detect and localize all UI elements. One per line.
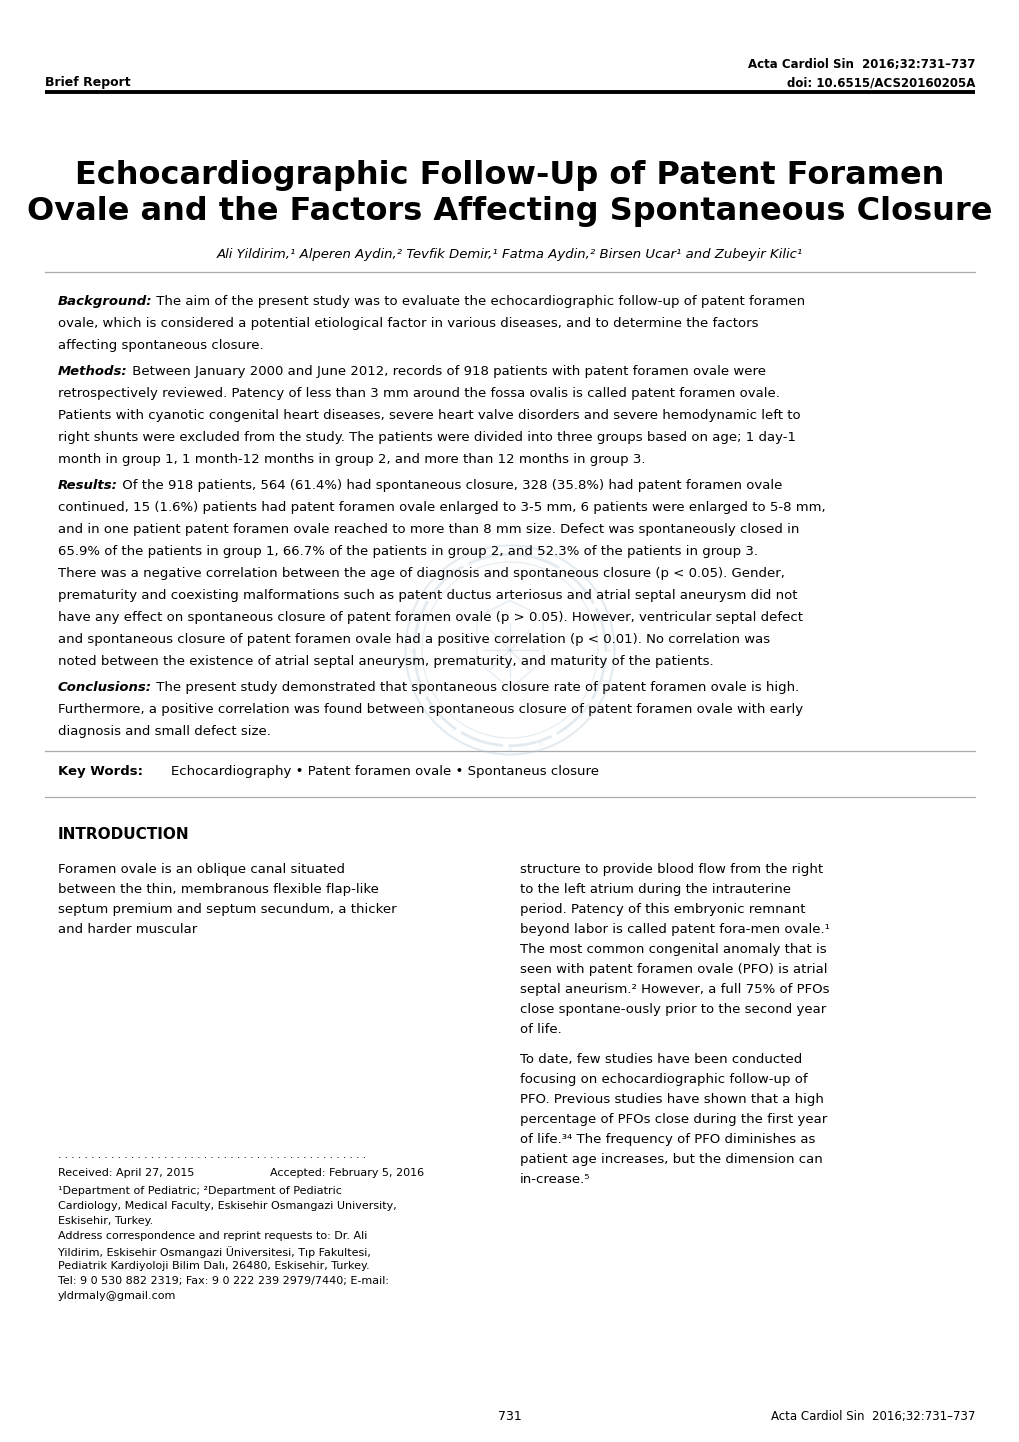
Text: PFO. Previous studies have shown that a high: PFO. Previous studies have shown that a … <box>520 1093 823 1106</box>
Text: S: S <box>598 617 604 623</box>
Text: Acta Cardiol Sin  2016;32:731–737: Acta Cardiol Sin 2016;32:731–737 <box>747 58 974 71</box>
Text: The most common congenital anomaly that is: The most common congenital anomaly that … <box>520 943 825 956</box>
Text: structure to provide blood flow from the right: structure to provide blood flow from the… <box>520 862 822 875</box>
Text: retrospectively reviewed. Patency of less than 3 mm around the fossa ovalis is c: retrospectively reviewed. Patency of les… <box>58 386 780 399</box>
Text: Y: Y <box>537 555 541 561</box>
Text: prematurity and coexisting malformations such as patent ductus arteriosus and at: prematurity and coexisting malformations… <box>58 588 797 601</box>
Text: septal aneurism.² However, a full 75% of PFOs: septal aneurism.² However, a full 75% of… <box>520 983 828 996</box>
Text: N: N <box>537 740 542 746</box>
Text: To date, few studies have been conducted: To date, few studies have been conducted <box>520 1053 802 1066</box>
Text: I: I <box>585 591 590 596</box>
Text: . . . . . . . . . . . . . . . . . . . . . . . . . . . . . . . . . . . . . . . . : . . . . . . . . . . . . . . . . . . . . … <box>58 1151 366 1159</box>
Text: patient age increases, but the dimension can: patient age increases, but the dimension… <box>520 1154 822 1167</box>
Text: and harder muscular: and harder muscular <box>58 923 197 936</box>
Text: Key Words:: Key Words: <box>58 766 143 779</box>
Text: between the thin, membranous flexible flap-like: between the thin, membranous flexible fl… <box>58 883 378 895</box>
Text: Furthermore, a positive correlation was found between spontaneous closure of pat: Furthermore, a positive correlation was … <box>58 704 802 717</box>
Text: Conclusions:: Conclusions: <box>58 681 152 694</box>
Text: Ali Yildirim,¹ Alperen Aydin,² Tevfik Demir,¹ Fatma Aydin,² Birsen Ucar¹ and Zub: Ali Yildirim,¹ Alperen Aydin,² Tevfik De… <box>217 248 802 261</box>
Text: doi: 10.6515/ACS20160205A: doi: 10.6515/ACS20160205A <box>786 76 974 89</box>
Text: focusing on echocardiographic follow-up of: focusing on echocardiographic follow-up … <box>520 1073 807 1086</box>
Text: N: N <box>415 617 421 623</box>
Text: The present study demonstrated that spontaneous closure rate of patent foramen o: The present study demonstrated that spon… <box>152 681 799 694</box>
Text: Between January 2000 and June 2012, records of 918 patients with patent foramen : Between January 2000 and June 2012, reco… <box>127 365 765 378</box>
Text: U: U <box>507 744 512 750</box>
Text: noted between the existence of atrial septal aneurysm, prematurity, and maturity: noted between the existence of atrial se… <box>58 655 713 668</box>
Text: Patients with cyanotic congenital heart diseases, severe heart valve disorders a: Patients with cyanotic congenital heart … <box>58 410 800 423</box>
Text: right shunts were excluded from the study. The patients were divided into three : right shunts were excluded from the stud… <box>58 431 795 444</box>
Text: affecting spontaneous closure.: affecting spontaneous closure. <box>58 339 263 352</box>
Text: have any effect on spontaneous closure of patent foramen ovale (p > 0.05). Howev: have any effect on spontaneous closure o… <box>58 611 802 624</box>
Text: Address correspondence and reprint requests to: Dr. Ali: Address correspondence and reprint reque… <box>58 1231 367 1242</box>
Text: I: I <box>565 725 569 731</box>
Text: septum premium and septum secundum, a thicker: septum premium and septum secundum, a th… <box>58 903 396 916</box>
Text: E: E <box>598 678 604 682</box>
Text: Echocardiography • Patent foramen ovale • Spontaneus closure: Echocardiography • Patent foramen ovale … <box>171 766 598 779</box>
Text: A: A <box>415 678 421 682</box>
Text: Of the 918 patients, 564 (61.4%) had spontaneous closure, 328 (35.8%) had patent: Of the 918 patients, 564 (61.4%) had spo… <box>118 479 782 492</box>
Text: diagnosis and small defect size.: diagnosis and small defect size. <box>58 725 271 738</box>
Text: S: S <box>477 555 482 561</box>
Text: and in one patient patent foramen ovale reached to more than 8 mm size. Defect w: and in one patient patent foramen ovale … <box>58 523 799 536</box>
Text: and spontaneous closure of patent foramen ovale had a positive correlation (p < : and spontaneous closure of patent forame… <box>58 633 769 646</box>
Text: I: I <box>450 725 454 731</box>
Text: Accepted: February 5, 2016: Accepted: February 5, 2016 <box>270 1168 424 1178</box>
Text: ¹Department of Pediatric; ²Department of Pediatric: ¹Department of Pediatric; ²Department of… <box>58 1185 341 1195</box>
Text: O: O <box>507 551 512 555</box>
Text: period. Patency of this embryonic remnant: period. Patency of this embryonic remnan… <box>520 903 805 916</box>
Text: Methods:: Methods: <box>58 365 127 378</box>
Text: Ovale and the Factors Affecting Spontaneous Closure: Ovale and the Factors Affecting Spontane… <box>28 196 991 226</box>
Text: The aim of the present study was to evaluate the echocardiographic follow-up of : The aim of the present study was to eval… <box>153 296 805 309</box>
Text: V: V <box>585 704 591 709</box>
Text: beyond labor is called patent fora-men ovale.¹: beyond labor is called patent fora-men o… <box>520 923 829 936</box>
Text: Echocardiographic Follow-Up of Patent Foramen: Echocardiographic Follow-Up of Patent Fo… <box>75 160 944 190</box>
Text: R: R <box>603 649 608 652</box>
Text: Eskisehir, Turkey.: Eskisehir, Turkey. <box>58 1216 153 1226</box>
Text: yldrmaly@gmail.com: yldrmaly@gmail.com <box>58 1291 176 1301</box>
Text: percentage of PFOs close during the first year: percentage of PFOs close during the firs… <box>520 1113 826 1126</box>
Text: of life.³⁴ The frequency of PFO diminishes as: of life.³⁴ The frequency of PFO diminish… <box>520 1133 814 1146</box>
Text: Brief Report: Brief Report <box>45 76 130 89</box>
Text: close spontane-ously prior to the second year: close spontane-ously prior to the second… <box>520 1004 825 1017</box>
Text: to the left atrium during the intrauterine: to the left atrium during the intrauteri… <box>520 883 790 895</box>
Text: seen with patent foramen ovale (PFO) is atrial: seen with patent foramen ovale (PFO) is … <box>520 963 826 976</box>
Text: 65.9% of the patients in group 1, 66.7% of the patients in group 2, and 52.3% of: 65.9% of the patients in group 1, 66.7% … <box>58 545 757 558</box>
Text: T: T <box>564 568 569 574</box>
Text: Pediatrik Kardiyoloji Bilim Dalı, 26480, Eskisehir, Turkey.: Pediatrik Kardiyoloji Bilim Dalı, 26480,… <box>58 1260 369 1270</box>
Text: There was a negative correlation between the age of diagnosis and spontaneous cl: There was a negative correlation between… <box>58 567 784 580</box>
Text: Foramen ovale is an oblique canal situated: Foramen ovale is an oblique canal situat… <box>58 862 344 875</box>
Text: Background:: Background: <box>58 296 153 309</box>
Text: continued, 15 (1.6%) patients had patent foramen ovale enlarged to 3-5 mm, 6 pat: continued, 15 (1.6%) patients had patent… <box>58 500 824 513</box>
Text: G: G <box>411 647 416 652</box>
Text: in-crease.⁵: in-crease.⁵ <box>520 1172 590 1185</box>
Text: INTRODUCTION: INTRODUCTION <box>58 828 190 842</box>
Text: Received: April 27, 2015: Received: April 27, 2015 <box>58 1168 195 1178</box>
Text: Yildirim, Eskisehir Osmangazi Üniversitesi, Tıp Fakultesi,: Yildirim, Eskisehir Osmangazi Üniversite… <box>58 1246 371 1257</box>
Text: ovale, which is considered a potential etiological factor in various diseases, a: ovale, which is considered a potential e… <box>58 317 758 330</box>
Text: 731: 731 <box>497 1410 522 1423</box>
Text: Cardiology, Medical Faculty, Eskisehir Osmangazi University,: Cardiology, Medical Faculty, Eskisehir O… <box>58 1201 396 1211</box>
Text: Results:: Results: <box>58 479 118 492</box>
Text: Acta Cardiol Sin  2016;32:731–737: Acta Cardiol Sin 2016;32:731–737 <box>770 1410 974 1423</box>
Text: Z: Z <box>428 704 434 709</box>
Text: M: M <box>449 568 455 575</box>
Text: Tel: 9 0 530 882 2319; Fax: 9 0 222 239 2979/7440; E-mail:: Tel: 9 0 530 882 2319; Fax: 9 0 222 239 … <box>58 1276 388 1286</box>
Text: A: A <box>428 590 434 596</box>
Text: month in group 1, 1 month-12 months in group 2, and more than 12 months in group: month in group 1, 1 month-12 months in g… <box>58 453 645 466</box>
Text: of life.: of life. <box>520 1022 561 1035</box>
